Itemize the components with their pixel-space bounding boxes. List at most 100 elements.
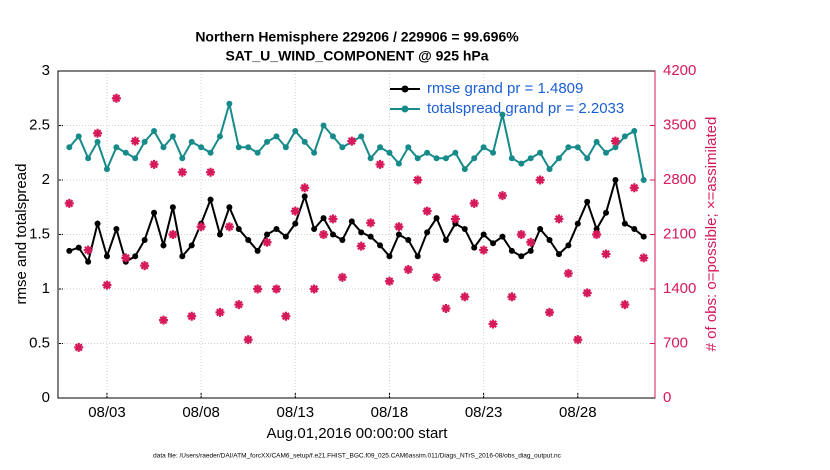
series-marker	[85, 155, 92, 162]
x-axis-label: Aug.01,2016 00:00:00 start	[267, 425, 449, 442]
series-marker	[593, 138, 600, 145]
obs-marker	[74, 342, 84, 352]
series-marker	[160, 242, 167, 249]
series-marker	[414, 253, 421, 260]
series-marker	[151, 127, 158, 134]
obs-marker	[224, 222, 234, 232]
y2-tick-label: 2800	[663, 171, 696, 188]
series-marker	[395, 160, 402, 167]
series-marker	[499, 111, 506, 118]
series-marker	[113, 144, 120, 151]
series-marker	[584, 198, 591, 205]
series-marker	[640, 177, 647, 183]
series-marker	[377, 242, 384, 249]
y2-axis-label: # of obs: o=possible; ×=assimilated	[703, 117, 720, 352]
y-tick-label: 1.5	[29, 225, 50, 242]
obs-marker	[253, 284, 263, 294]
obs-marker	[366, 218, 376, 228]
x-tick-label: 08/08	[182, 404, 220, 421]
series-marker	[301, 138, 308, 145]
series-marker	[226, 204, 233, 211]
series-marker	[555, 251, 562, 258]
series-marker	[198, 144, 205, 151]
obs-marker	[422, 206, 432, 216]
y2-tick-label: 0	[663, 389, 671, 406]
chart-title: Northern Hemisphere 229206 / 229906 = 99…	[195, 29, 519, 45]
series-marker	[565, 242, 572, 249]
series-marker	[320, 215, 327, 222]
series-marker	[621, 133, 628, 140]
series-marker	[169, 133, 176, 140]
series-marker	[273, 133, 280, 140]
series-marker	[188, 138, 195, 145]
obs-marker	[300, 183, 310, 193]
obs-marker	[111, 93, 121, 103]
obs-marker	[507, 292, 517, 302]
y2-tick-label: 2100	[663, 225, 696, 242]
footnote: data file: /Users/raeder/DAI/ATM_forcXX/…	[153, 453, 562, 460]
series-marker	[471, 244, 478, 251]
x-tick-label: 08/28	[559, 404, 597, 421]
legend-marker	[401, 105, 409, 113]
series-marker	[405, 236, 412, 243]
series-marker	[179, 155, 186, 162]
obs-marker	[206, 167, 216, 177]
obs-marker	[582, 288, 592, 298]
obs-marker	[177, 167, 187, 177]
series-marker	[226, 100, 233, 107]
series-marker	[603, 209, 610, 216]
obs-marker	[639, 253, 649, 263]
obs-marker	[375, 159, 385, 169]
series-marker	[254, 149, 261, 156]
series-marker	[188, 242, 195, 249]
obs-marker	[319, 230, 329, 239]
series-marker	[66, 144, 73, 151]
obs-marker	[432, 272, 442, 282]
y-tick-label: 2	[42, 171, 50, 188]
obs-marker	[215, 307, 225, 317]
y-tick-label: 3	[42, 62, 50, 79]
series-marker	[141, 236, 148, 243]
obs-marker	[149, 159, 159, 169]
series-marker	[546, 166, 553, 173]
series-marker	[94, 138, 101, 145]
series-marker	[235, 226, 242, 233]
series-marker	[442, 155, 449, 162]
series-marker	[94, 220, 101, 227]
y-tick-label: 1	[42, 280, 50, 297]
obs-marker	[140, 261, 150, 271]
obs-marker	[328, 214, 338, 224]
obs-marker	[337, 272, 347, 282]
y-axis-label: rmse and totalspread	[13, 164, 30, 305]
series-marker	[282, 144, 289, 151]
series-marker	[264, 138, 271, 145]
obs-marker	[158, 315, 168, 325]
series-marker	[508, 155, 515, 162]
obs-marker	[130, 136, 140, 146]
series-marker	[452, 149, 459, 156]
series-marker	[179, 253, 186, 260]
y2-tick-label: 4200	[663, 62, 696, 79]
series-marker	[424, 149, 431, 156]
series-marker	[245, 144, 252, 151]
series-marker	[329, 231, 336, 238]
series-marker	[490, 149, 497, 156]
series-marker	[480, 144, 487, 151]
obs-marker	[234, 300, 244, 310]
obs-marker	[83, 245, 93, 255]
obs-marker	[102, 280, 112, 290]
series-marker	[565, 144, 572, 151]
series-marker	[151, 209, 158, 216]
obs-marker	[290, 206, 300, 216]
series-marker	[339, 236, 346, 243]
series-marker	[254, 247, 261, 254]
series-marker	[367, 155, 374, 162]
series-marker	[245, 236, 252, 243]
obs-marker	[535, 175, 545, 185]
obs-marker	[629, 183, 639, 193]
series-marker	[386, 253, 393, 260]
obs-marker	[384, 276, 394, 286]
series-marker	[546, 236, 553, 243]
obs-marker	[168, 230, 178, 239]
